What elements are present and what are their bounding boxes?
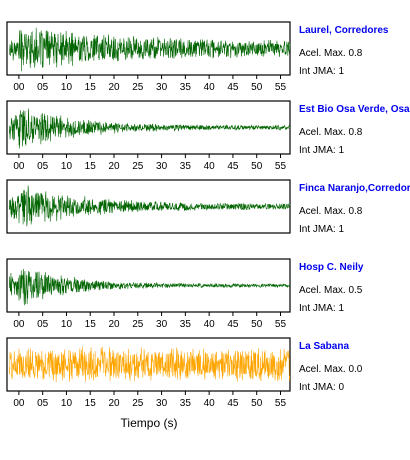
- x-tick-label: 40: [204, 398, 216, 409]
- x-tick-label: 10: [61, 398, 73, 409]
- x-axis-label: Tiempo (s): [121, 416, 178, 430]
- waveform-trace: [9, 27, 291, 72]
- jma-intensity: Int JMA: 0: [299, 382, 344, 393]
- x-tick-label: 20: [108, 398, 120, 409]
- x-tick-label: 25: [132, 319, 144, 330]
- x-tick-label: 35: [180, 398, 192, 409]
- panel-frame: [6, 337, 291, 392]
- x-tick-label: 00: [13, 82, 25, 93]
- x-tick-label: 55: [275, 398, 287, 409]
- x-tick-label: 45: [227, 161, 239, 172]
- x-tick-label: 35: [180, 161, 192, 172]
- max-acceleration: Acel. Max. 0.8: [299, 206, 363, 217]
- panel-3: Finca Naranjo,Corredores Acel. Max. 0.8 In…: [6, 179, 410, 235]
- max-acceleration: Acel. Max. 0.8: [299, 48, 363, 59]
- x-tick-label: 20: [108, 161, 120, 172]
- x-tick-label: 10: [61, 82, 73, 93]
- x-tick-label: 25: [132, 398, 144, 409]
- max-acceleration: Acel. Max. 0.0: [299, 364, 363, 375]
- x-tick-label: 20: [108, 82, 120, 93]
- x-tick-label: 45: [227, 398, 239, 409]
- jma-intensity: Int JMA: 1: [299, 66, 344, 77]
- panel-1: 00 05 10 15 20 25 30 35 40 45 50 55 Laurel, Corredor…: [6, 21, 389, 93]
- x-tick-label: 50: [251, 82, 263, 93]
- x-tick-label: 05: [37, 82, 49, 93]
- x-tick-label: 15: [85, 82, 97, 93]
- x-tick-label: 40: [204, 319, 216, 330]
- station-name: La Sabana: [299, 341, 349, 352]
- waveform-trace: [9, 269, 291, 306]
- x-tick-label: 10: [61, 319, 73, 330]
- x-tick-label: 10: [61, 161, 73, 172]
- x-tick-label: 15: [85, 398, 97, 409]
- station-name: Hosp C. Neily: [299, 262, 364, 273]
- x-tick-label: 20: [108, 319, 120, 330]
- jma-intensity: Int JMA: 1: [299, 145, 344, 156]
- x-tick-label: 15: [85, 319, 97, 330]
- x-tick-label: 55: [275, 82, 287, 93]
- panel-2: 00 05 10 15 20 25 30 35 40 45 50 55 Est Bio Osa Verd…: [6, 100, 410, 172]
- panel-4: 00 05 10 15 20 25 30 35 40 45 50 55 Hosp C. Neily Ace…: [6, 258, 364, 330]
- x-tick-label: 40: [204, 82, 216, 93]
- waveform-trace: [9, 346, 291, 383]
- panel-frame: [6, 179, 291, 234]
- x-tick-label: 05: [37, 398, 49, 409]
- x-tick-label: 25: [132, 161, 144, 172]
- max-acceleration: Acel. Max. 0.8: [299, 127, 363, 138]
- station-name: Est Bio Osa Verde, Osa: [299, 104, 410, 115]
- x-tick-label: 45: [227, 82, 239, 93]
- x-tick-label: 35: [180, 319, 192, 330]
- x-tick-label: 00: [13, 161, 25, 172]
- x-tick-label: 50: [251, 161, 263, 172]
- x-tick-label: 40: [204, 161, 216, 172]
- panels-layer: 00 05 10 15 20 25 30 35 40 45 50 55 Laurel, Corredor…: [6, 21, 410, 409]
- panel-5: 00 05 10 15 20 25 30 35 40 45 50 55 La Sabana Acel. M…: [6, 337, 363, 409]
- station-name: Finca Naranjo,Corredores: [299, 183, 410, 194]
- x-tick-label: 50: [251, 398, 263, 409]
- x-tick-label: 30: [156, 398, 168, 409]
- x-tick-label: 50: [251, 319, 263, 330]
- x-tick-label: 00: [13, 319, 25, 330]
- x-tick-label: 45: [227, 319, 239, 330]
- x-tick-label: 00: [13, 398, 25, 409]
- x-tick-label: 25: [132, 82, 144, 93]
- jma-intensity: Int JMA: 1: [299, 303, 344, 314]
- x-tick-label: 30: [156, 82, 168, 93]
- waveform-trace: [9, 185, 291, 227]
- panel-frame: [6, 21, 291, 76]
- x-tick-label: 55: [275, 161, 287, 172]
- x-tick-label: 55: [275, 319, 287, 330]
- x-tick-label: 05: [37, 319, 49, 330]
- x-tick-label: 05: [37, 161, 49, 172]
- station-name: Laurel, Corredores: [299, 25, 389, 36]
- x-tick-label: 15: [85, 161, 97, 172]
- waveform-trace: [9, 108, 291, 149]
- x-tick-label: 30: [156, 161, 168, 172]
- x-tick-label: 30: [156, 319, 168, 330]
- jma-intensity: Int JMA: 1: [299, 224, 344, 235]
- x-tick-label: 35: [180, 82, 192, 93]
- max-acceleration: Acel. Max. 0.5: [299, 285, 363, 296]
